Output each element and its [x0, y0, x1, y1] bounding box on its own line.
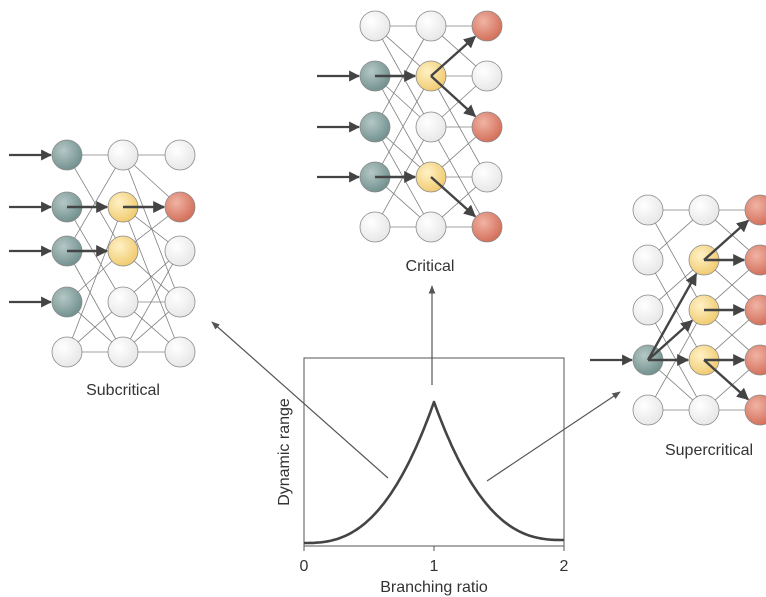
connection-edge — [76, 259, 114, 294]
x-tick-label: 0 — [300, 558, 309, 575]
connection-edge — [440, 135, 478, 169]
dynamic-range-plot: 0 1 2 Branching ratio Dynamic range — [276, 357, 569, 596]
x-axis-ticks: 0 1 2 — [300, 546, 569, 575]
subcritical-network — [9, 139, 196, 368]
inactive-node — [107, 286, 139, 318]
connection-edge — [436, 87, 482, 166]
output-node — [744, 394, 766, 426]
arrow-to-supercritical — [486, 391, 621, 482]
connection-edge — [73, 217, 117, 292]
output-node — [164, 191, 196, 223]
y-axis-label: Dynamic range — [276, 398, 293, 506]
connection-edge — [384, 34, 422, 68]
connection-edge — [380, 87, 426, 166]
inactive-node — [107, 139, 139, 171]
inactive-node — [359, 10, 391, 42]
connection-edge — [132, 259, 171, 294]
inactive-node — [164, 235, 196, 267]
connection-edge — [127, 218, 176, 341]
connection-edge — [384, 84, 422, 119]
connection-edge — [71, 218, 119, 341]
connection-edge — [132, 163, 171, 199]
connection-edge — [133, 214, 170, 244]
critical-label: Critical — [406, 258, 455, 275]
output-node — [471, 211, 503, 243]
critical-network — [317, 10, 503, 243]
inactive-node — [415, 111, 447, 143]
propagation-arrow — [430, 35, 476, 77]
inactive-node — [51, 336, 83, 368]
relay-node — [107, 235, 139, 267]
connection-edge — [384, 185, 422, 219]
input-node — [359, 111, 391, 143]
propagation-arrow — [430, 176, 476, 218]
inactive-node — [164, 286, 196, 318]
connection-edge — [72, 262, 118, 341]
connection-edge — [129, 262, 174, 341]
inactive-node — [471, 161, 503, 193]
input-node — [51, 286, 83, 318]
propagation-arrow — [703, 219, 749, 261]
output-node — [471, 111, 503, 143]
connection-edge — [132, 310, 171, 344]
inactive-node — [688, 394, 720, 426]
connection-edge — [73, 166, 117, 240]
supercritical-network — [590, 194, 766, 426]
inactive-node — [632, 394, 664, 426]
arrow-to-subcritical — [211, 321, 389, 479]
connection-edge — [384, 135, 422, 169]
inactive-node — [471, 60, 503, 92]
inactive-node — [415, 211, 447, 243]
inactive-node — [359, 211, 391, 243]
inactive-node — [632, 294, 664, 326]
output-node — [471, 10, 503, 42]
connection-edge — [657, 218, 695, 252]
plot-frame — [303, 357, 565, 547]
inactive-node — [632, 194, 664, 226]
connection-edge — [76, 310, 114, 344]
connection-edge — [713, 318, 751, 352]
propagation-arrow — [430, 75, 477, 118]
connection-edge — [713, 268, 751, 302]
supercritical-label: Supercritical — [665, 442, 753, 459]
inactive-node — [415, 10, 447, 42]
x-tick-label: 2 — [560, 558, 569, 575]
inactive-node — [632, 244, 664, 276]
connection-edge — [657, 368, 695, 402]
input-node — [51, 139, 83, 171]
inactive-node — [164, 336, 196, 368]
subcritical-label: Subcritical — [86, 382, 160, 399]
propagation-arrow — [703, 359, 749, 401]
inactive-node — [107, 336, 139, 368]
inactive-node — [164, 139, 196, 171]
x-axis-label: Branching ratio — [380, 579, 488, 596]
dynamic-range-curve — [304, 400, 564, 545]
propagation-arrow — [646, 272, 698, 361]
x-tick-label: 1 — [430, 558, 439, 575]
inactive-node — [688, 194, 720, 226]
propagation-arrow — [647, 319, 693, 361]
output-node — [744, 194, 766, 226]
